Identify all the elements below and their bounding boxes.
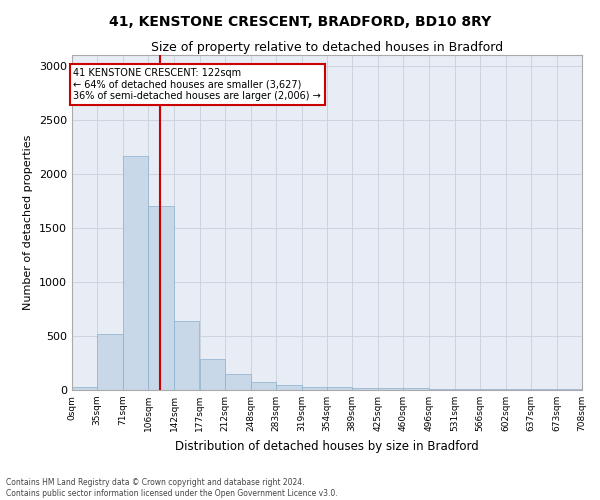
Bar [480, 389, 506, 390]
Text: Contains HM Land Registry data © Crown copyright and database right 2024.
Contai: Contains HM Land Registry data © Crown c… [6, 478, 338, 498]
X-axis label: Distribution of detached houses by size in Bradford: Distribution of detached houses by size … [175, 440, 479, 452]
Bar [225, 374, 251, 390]
Bar [352, 388, 378, 390]
Bar [506, 389, 531, 390]
Bar [148, 206, 174, 390]
Bar [327, 388, 352, 390]
Bar [276, 385, 302, 390]
Bar [174, 322, 199, 390]
Bar [429, 388, 455, 390]
Title: Size of property relative to detached houses in Bradford: Size of property relative to detached ho… [151, 41, 503, 54]
Bar [251, 382, 276, 390]
Bar [378, 388, 403, 390]
Bar [403, 388, 429, 390]
Bar [97, 334, 123, 390]
Bar [72, 388, 97, 390]
Bar [199, 359, 225, 390]
Text: 41, KENSTONE CRESCENT, BRADFORD, BD10 8RY: 41, KENSTONE CRESCENT, BRADFORD, BD10 8R… [109, 15, 491, 29]
Text: 41 KENSTONE CRESCENT: 122sqm
← 64% of detached houses are smaller (3,627)
36% of: 41 KENSTONE CRESCENT: 122sqm ← 64% of de… [73, 68, 321, 101]
Bar [123, 156, 148, 390]
Bar [302, 387, 327, 390]
Y-axis label: Number of detached properties: Number of detached properties [23, 135, 34, 310]
Bar [455, 389, 480, 390]
